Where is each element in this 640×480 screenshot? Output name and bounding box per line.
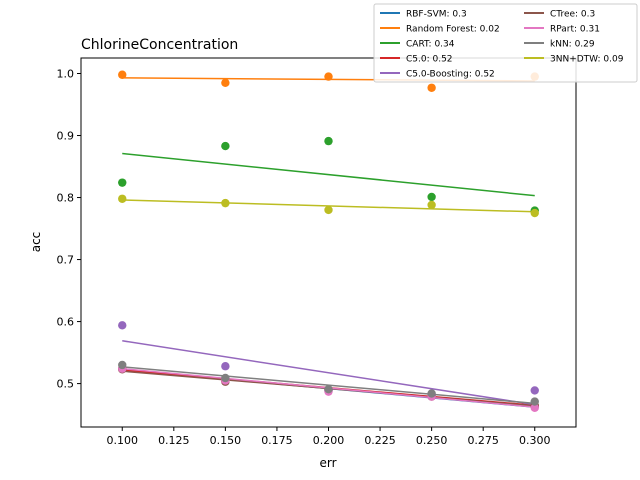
legend-label-6: RPart: 0.31 [550, 25, 600, 35]
data-point-2-3 [427, 192, 436, 202]
y-tick-label: 1.0 [57, 68, 75, 81]
data-point-7-2 [324, 384, 333, 394]
legend-label-7: kNN: 0.29 [550, 40, 595, 50]
fit-line-2 [122, 152, 535, 197]
legend-label-0: RBF-SVM: 0.3 [406, 10, 467, 20]
data-point-2-2 [324, 136, 333, 146]
legend-label-1: Random Forest: 0.02 [406, 25, 500, 35]
data-point-1-1 [221, 78, 230, 88]
data-point-4-1 [221, 362, 230, 371]
data-point-4-4 [530, 386, 539, 395]
x-tick-label: 0.250 [416, 434, 448, 447]
legend-box [373, 3, 638, 83]
data-point-4-0 [118, 321, 127, 330]
x-tick-label: 0.225 [364, 434, 396, 447]
x-tick-label: 0.100 [107, 434, 139, 447]
data-point-2-1 [221, 141, 230, 151]
data-point-1-3 [427, 83, 436, 92]
data-point-7-1 [221, 373, 230, 383]
x-tick-label: 0.175 [261, 434, 293, 447]
data-point-2-0 [118, 178, 127, 187]
data-point-1-0 [118, 70, 127, 79]
y-tick-label: 0.7 [57, 254, 75, 267]
data-point-1-2 [324, 72, 333, 81]
legend-label-3: C5.0: 0.52 [406, 55, 453, 65]
data-point-8-4 [530, 208, 539, 218]
y-tick-label: 0.9 [57, 130, 75, 143]
y-tick-label: 0.5 [57, 378, 75, 391]
chart-title: ChlorineConcentration [81, 37, 238, 53]
y-tick-label: 0.8 [57, 192, 75, 205]
y-axis-label: acc [29, 232, 43, 253]
x-tick-label: 0.125 [158, 434, 190, 447]
legend-label-2: CART: 0.34 [406, 40, 455, 50]
x-axis-label: err [319, 456, 336, 470]
data-point-7-0 [118, 360, 127, 370]
legend: RBF-SVM: 0.3 Random Forest: 0.02 CART: 0.3… [373, 3, 638, 83]
data-point-8-0 [118, 194, 127, 203]
data-point-7-3 [427, 389, 436, 398]
x-tick-label: 0.300 [519, 434, 551, 447]
data-point-8-2 [324, 205, 333, 215]
data-point-6-4 [530, 403, 539, 412]
fit-line-4 [122, 340, 535, 406]
plot-area: 0.100 0.125 0.150 0.175 0.200 0.225 0.250 0.275… [57, 57, 577, 447]
data-point-7-4 [530, 397, 539, 406]
legend-label-4: C5.0-Boosting: 0.52 [406, 70, 495, 80]
x-tick-label: 0.275 [467, 434, 499, 447]
data-point-8-1 [221, 198, 230, 208]
y-tick-label: 0.6 [57, 316, 75, 329]
data-point-8-3 [427, 200, 436, 210]
legend-label-5: CTree: 0.3 [550, 10, 595, 20]
legend-label-8: 3NN+DTW: 0.09 [550, 55, 624, 65]
x-tick-label: 0.200 [313, 434, 345, 447]
x-tick-label: 0.150 [210, 434, 242, 447]
